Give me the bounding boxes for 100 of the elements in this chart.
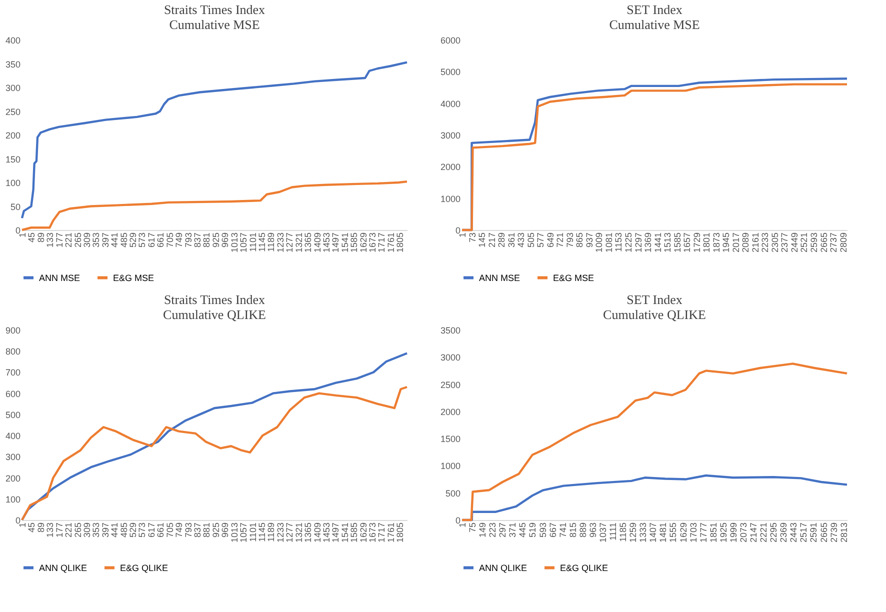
x-tick-label: 1189: [266, 232, 276, 252]
x-tick-label: 815: [568, 522, 578, 538]
x-tick-label: 1585: [672, 232, 682, 253]
x-tick-label: 1453: [321, 522, 332, 543]
x-tick-label: 1153: [614, 232, 624, 252]
x-tick-label: 1009: [594, 232, 604, 253]
x-tick-label: 2147: [748, 522, 759, 543]
chart-title: SET Index: [626, 2, 683, 17]
x-tick-label: 1673: [368, 522, 378, 543]
x-tick-label: 1101: [248, 522, 258, 542]
chart-title: Straits Times Index: [164, 2, 266, 17]
x-tick-label: 485: [118, 232, 129, 248]
x-tick-label: 2233: [760, 232, 770, 253]
x-tick-label: 577: [536, 232, 546, 248]
x-tick-label: 529: [128, 522, 138, 538]
x-tick-label: 1037: [598, 522, 608, 543]
x-tick-label: 1: [458, 232, 468, 238]
x-tick-label: 1873: [711, 232, 722, 253]
y-tick-label: 250: [5, 106, 20, 117]
legend-label: E&G QLIKE: [560, 562, 608, 573]
y-tick-label: 100: [5, 494, 20, 504]
legend-label: E&G QLIKE: [120, 562, 168, 573]
x-tick-label: 2593: [809, 232, 820, 253]
y-tick-label: 300: [5, 83, 20, 93]
x-tick-label: 1585: [349, 232, 360, 253]
x-tick-label: 661: [156, 232, 166, 248]
x-tick-label: 1365: [303, 522, 314, 543]
x-tick-label: 1057: [238, 522, 249, 543]
x-tick-label: 73: [467, 232, 478, 243]
x-tick-label: 2017: [730, 232, 741, 253]
x-tick-label: 2443: [788, 522, 799, 543]
x-tick-label: 89: [36, 232, 46, 243]
x-tick-label: 1945: [721, 232, 732, 253]
x-tick-label: 519: [528, 522, 538, 538]
x-tick-label: 505: [526, 232, 536, 248]
x-tick-label: 1805: [395, 232, 406, 253]
x-tick-label: 1673: [368, 232, 378, 253]
x-tick-label: 617: [146, 232, 156, 248]
x-tick-label: 1513: [662, 232, 673, 253]
y-tick-label: 900: [5, 326, 20, 336]
line-series: [20, 180, 408, 232]
x-tick-label: 133: [45, 522, 56, 538]
x-tick-label: 1277: [284, 232, 295, 253]
x-tick-label: 145: [477, 232, 488, 248]
x-tick-label: 1101: [248, 232, 258, 252]
x-tick-label: 661: [156, 522, 166, 538]
line-series: [20, 386, 408, 522]
x-tick-label: 441: [110, 522, 120, 538]
x-tick-label: 617: [146, 522, 156, 538]
x-tick-label: 1365: [303, 232, 314, 253]
x-tick-label: 353: [91, 522, 102, 538]
x-tick-label: 45: [26, 232, 37, 243]
x-tick-label: 1541: [340, 522, 350, 543]
x-tick-label: 593: [538, 522, 548, 538]
x-tick-label: 1111: [608, 522, 618, 541]
x-tick-label: 265: [72, 522, 83, 538]
y-tick-label: 2000: [440, 406, 460, 417]
x-tick-label: 1717: [376, 522, 387, 543]
x-tick-label: 309: [82, 522, 92, 538]
x-tick-label: 445: [518, 522, 528, 538]
x-tick-label: 2221: [758, 522, 769, 543]
x-tick-label: 441: [110, 232, 120, 248]
x-tick-label: 297: [498, 522, 508, 538]
x-tick-label: 741: [558, 522, 568, 538]
x-tick-label: 721: [555, 232, 566, 248]
x-tick-label: 1717: [376, 232, 387, 253]
x-tick-label: 2369: [778, 522, 789, 543]
x-tick-label: 265: [72, 232, 83, 248]
y-tick-label: 50: [10, 202, 20, 212]
chart-subtitle: Cumulative MSE: [609, 17, 700, 32]
x-tick-label: 75: [468, 522, 478, 533]
legend-label: E&G MSE: [113, 272, 154, 283]
x-tick-label: 1409: [312, 232, 322, 253]
x-tick-label: 1259: [628, 522, 638, 543]
x-tick-label: 89: [36, 522, 46, 533]
x-tick-label: 649: [545, 232, 556, 248]
x-tick-label: 309: [82, 232, 92, 248]
x-tick-label: 1801: [702, 232, 712, 253]
y-tick-label: 4000: [440, 98, 460, 109]
y-tick-label: 1000: [440, 194, 460, 204]
y-tick-label: 300: [5, 452, 20, 462]
y-tick-label: 0: [455, 516, 460, 526]
x-tick-label: 2813: [838, 522, 849, 543]
x-tick-label: 793: [564, 232, 575, 248]
x-tick-label: 2089: [740, 232, 751, 253]
chart-subtitle: Cumulative MSE: [169, 17, 260, 32]
x-tick-label: 1629: [678, 522, 688, 543]
x-tick-label: 793: [183, 522, 194, 538]
legend-label: ANN MSE: [39, 272, 80, 283]
x-tick-label: 1277: [284, 522, 295, 543]
x-tick-label: 881: [202, 522, 212, 538]
line-series: [20, 61, 408, 220]
x-tick-label: 793: [183, 232, 194, 248]
x-tick-label: 925: [210, 232, 221, 248]
x-tick-label: 371: [508, 522, 518, 538]
line-series: [460, 362, 848, 522]
y-tick-label: 5000: [440, 67, 460, 78]
x-tick-label: 133: [45, 232, 56, 248]
x-tick-label: 1703: [688, 522, 698, 543]
x-tick-label: 705: [164, 522, 175, 538]
